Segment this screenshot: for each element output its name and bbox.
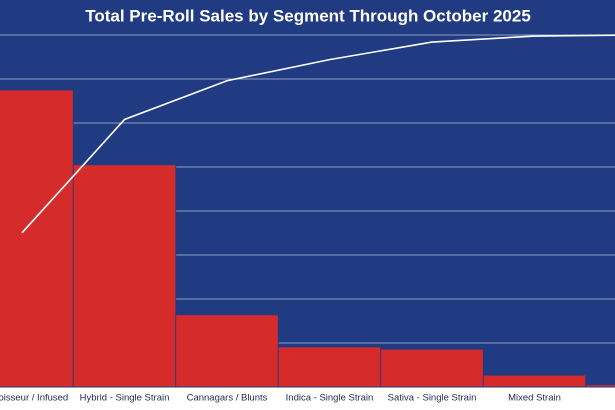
x-tick-label: Indica - Single Strain bbox=[286, 393, 374, 404]
cumulative-line bbox=[21, 34, 615, 234]
bar bbox=[585, 384, 615, 388]
bar bbox=[380, 348, 484, 388]
bar bbox=[0, 89, 74, 388]
bar bbox=[175, 314, 279, 388]
x-tick-label: Connoisseur / Infused bbox=[0, 393, 68, 404]
bar bbox=[277, 346, 382, 388]
bar bbox=[482, 374, 587, 388]
bar bbox=[72, 164, 177, 388]
x-tick-label: Cannagars / Blunts bbox=[187, 393, 268, 404]
x-tick-label: Mixed Strain bbox=[508, 393, 561, 404]
x-tick-label: Hybrid - Single Strain bbox=[80, 393, 170, 404]
chart-title: Total Pre-Roll Sales by Segment Through … bbox=[85, 6, 531, 25]
x-tick-label: Sativa - Single Strain bbox=[388, 393, 477, 404]
